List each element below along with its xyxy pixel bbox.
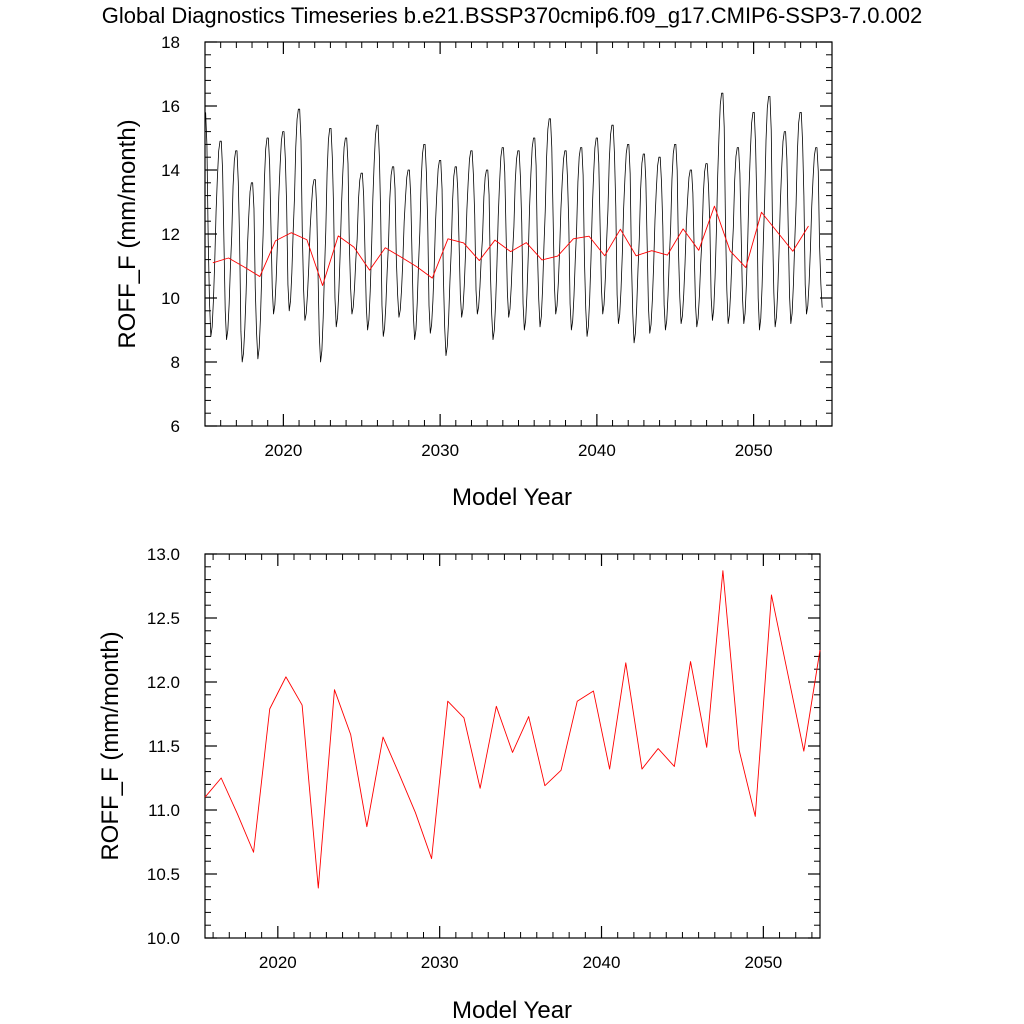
top-series xyxy=(205,92,823,363)
y-tick-label: 18 xyxy=(161,33,180,52)
bottom-panel: 2020 2030 2040 2050 10.0 10.5 11.0 11.5 12.0 12.5… xyxy=(97,545,821,1024)
top-axes: 2020 2030 2040 2050 6 8 10 12 14 16 18 xyxy=(161,33,833,460)
x-tick-label: 2050 xyxy=(744,953,782,972)
top-y-axis-title: ROFF_F (mm/month) xyxy=(114,119,141,348)
y-tick-label: 16 xyxy=(161,97,180,116)
y-tick-label: 12.0 xyxy=(147,673,180,692)
figure-title: Global Diagnostics Timeseries b.e21.BSSP… xyxy=(102,3,923,28)
y-tick-label: 11.5 xyxy=(148,737,180,756)
top-annual-series-line xyxy=(212,205,809,286)
y-tick-label: 6 xyxy=(171,417,180,436)
y-tick-label: 11.0 xyxy=(148,801,180,820)
y-tick-label: 10.5 xyxy=(147,865,180,884)
y-tick-label: 8 xyxy=(171,353,180,372)
x-tick-label: 2040 xyxy=(583,953,621,972)
y-tick-label: 12 xyxy=(161,225,180,244)
y-tick-label: 10 xyxy=(161,289,180,308)
x-tick-label: 2020 xyxy=(264,441,302,460)
y-tick-label: 10.0 xyxy=(147,929,180,948)
x-tick-label: 2050 xyxy=(735,441,773,460)
top-monthly-series-line xyxy=(205,92,823,363)
x-tick-label: 2020 xyxy=(259,953,297,972)
y-tick-label: 12.5 xyxy=(147,609,180,628)
y-tick-label: 13.0 xyxy=(147,545,180,564)
x-tick-label: 2030 xyxy=(421,441,459,460)
plot-frame xyxy=(204,41,833,427)
x-tick-label: 2030 xyxy=(421,953,459,972)
x-tick-label: 2040 xyxy=(578,441,616,460)
bottom-y-axis-title: ROFF_F (mm/month) xyxy=(97,631,124,860)
bottom-x-axis-title: Model Year xyxy=(452,997,572,1024)
top-x-axis-title: Model Year xyxy=(452,484,572,511)
plot-frame xyxy=(204,553,821,939)
y-tick-label: 14 xyxy=(161,161,180,180)
bottom-axes: 2020 2030 2040 2050 10.0 10.5 11.0 11.5 12.0 12.5… xyxy=(147,545,821,972)
bottom-annual-series-line xyxy=(204,570,821,889)
bottom-series xyxy=(204,570,821,889)
